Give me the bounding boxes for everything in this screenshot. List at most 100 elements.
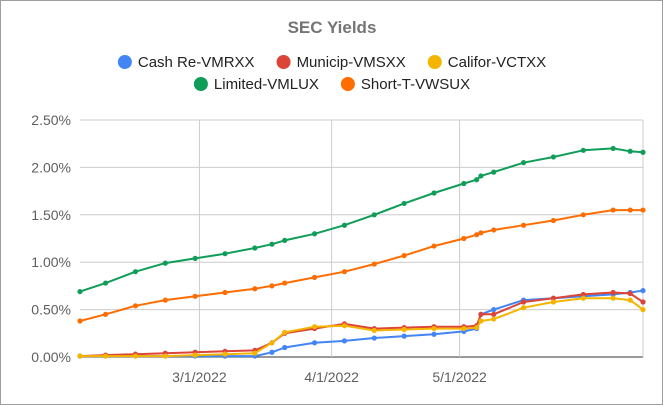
data-point [311, 324, 318, 330]
data-point [580, 212, 586, 218]
data-point [627, 207, 633, 213]
data-point [311, 274, 318, 280]
x-axis-ticks: 3/1/2022 4/1/2022 5/1/2022 [172, 369, 487, 385]
data-point [341, 338, 348, 344]
data-point [627, 290, 633, 297]
data-point [222, 351, 228, 357]
data-point [550, 154, 557, 160]
data-point [282, 237, 288, 243]
data-point [282, 344, 288, 351]
data-point [478, 318, 484, 324]
y-tick-label: 0.00% [31, 349, 71, 365]
series-4 [77, 145, 646, 295]
data-point [132, 353, 139, 359]
data-point [520, 305, 527, 311]
data-point [102, 280, 109, 286]
legend-label: Municip-VMSXX [297, 54, 406, 71]
data-point [474, 177, 480, 183]
data-point [550, 299, 557, 305]
data-point [491, 307, 497, 313]
data-point [627, 148, 633, 154]
data-point [341, 323, 348, 329]
data-point [461, 180, 467, 187]
data-point [491, 316, 497, 322]
data-point [102, 311, 109, 317]
data-point [431, 190, 437, 196]
x-tick-label: 4/1/2022 [304, 369, 359, 385]
y-tick-label: 0.50% [31, 302, 71, 318]
data-point [491, 227, 497, 233]
legend-marker [276, 55, 291, 69]
data-point [252, 286, 258, 292]
series-lines [77, 145, 646, 359]
data-point [282, 329, 288, 335]
data-point [640, 307, 646, 313]
data-point [610, 207, 616, 213]
y-axis-ticks: 0.00% 0.50% 1.00% 1.50% 2.00% 2.50% [31, 112, 71, 365]
legend-marker [193, 77, 208, 91]
series-5 [77, 207, 646, 324]
data-point [627, 297, 633, 303]
y-tick-label: 1.00% [31, 254, 71, 270]
legend-item: Limited-VMLUX [193, 76, 319, 93]
data-point [610, 145, 616, 152]
data-point [162, 353, 168, 359]
legend-item: Municip-VMSXX [276, 54, 406, 71]
data-point [132, 269, 139, 275]
series-line [80, 297, 644, 358]
data-point [478, 173, 484, 179]
data-point [474, 325, 480, 331]
y-tick-label: 1.50% [31, 207, 71, 223]
data-point [431, 243, 437, 249]
data-point [474, 232, 480, 238]
x-tick-label: 5/1/2022 [432, 369, 487, 385]
data-point [580, 295, 586, 301]
data-point [311, 231, 318, 237]
data-point [77, 288, 83, 295]
data-point [77, 353, 83, 359]
data-point [252, 245, 258, 251]
data-point [580, 291, 586, 298]
x-tick-label: 3/1/2022 [172, 369, 227, 385]
data-point [640, 207, 646, 213]
data-point [610, 289, 616, 296]
data-point [311, 340, 318, 346]
data-point [371, 212, 377, 218]
y-tick-label: 2.50% [31, 112, 71, 128]
series-3 [77, 295, 646, 359]
series-line [79, 209, 643, 322]
legend-item: Short-T-VWSUX [340, 76, 470, 93]
data-point [341, 269, 348, 275]
data-point [461, 235, 467, 242]
legend-marker [340, 77, 355, 91]
chart-title: SEC Yields [288, 18, 377, 37]
data-point [550, 217, 557, 224]
data-point [162, 260, 168, 266]
data-point [461, 325, 467, 332]
data-point [478, 230, 484, 236]
y-tick-label: 2.00% [31, 159, 71, 175]
data-point [640, 288, 646, 294]
data-point [222, 251, 228, 257]
data-point [192, 255, 198, 262]
data-point [371, 327, 377, 334]
data-point [431, 325, 437, 332]
series-1 [77, 288, 646, 359]
data-point [520, 160, 527, 166]
data-point [269, 283, 275, 289]
data-point [491, 169, 497, 175]
legend-marker [427, 55, 442, 69]
data-point [192, 352, 198, 358]
data-point [550, 295, 557, 301]
legend-marker [117, 55, 132, 69]
data-point [640, 149, 646, 155]
data-point [102, 353, 109, 359]
data-point [401, 252, 407, 259]
data-point [222, 289, 228, 296]
data-point [491, 311, 497, 317]
data-point [610, 295, 616, 301]
data-point [520, 299, 527, 305]
data-point [401, 326, 407, 333]
